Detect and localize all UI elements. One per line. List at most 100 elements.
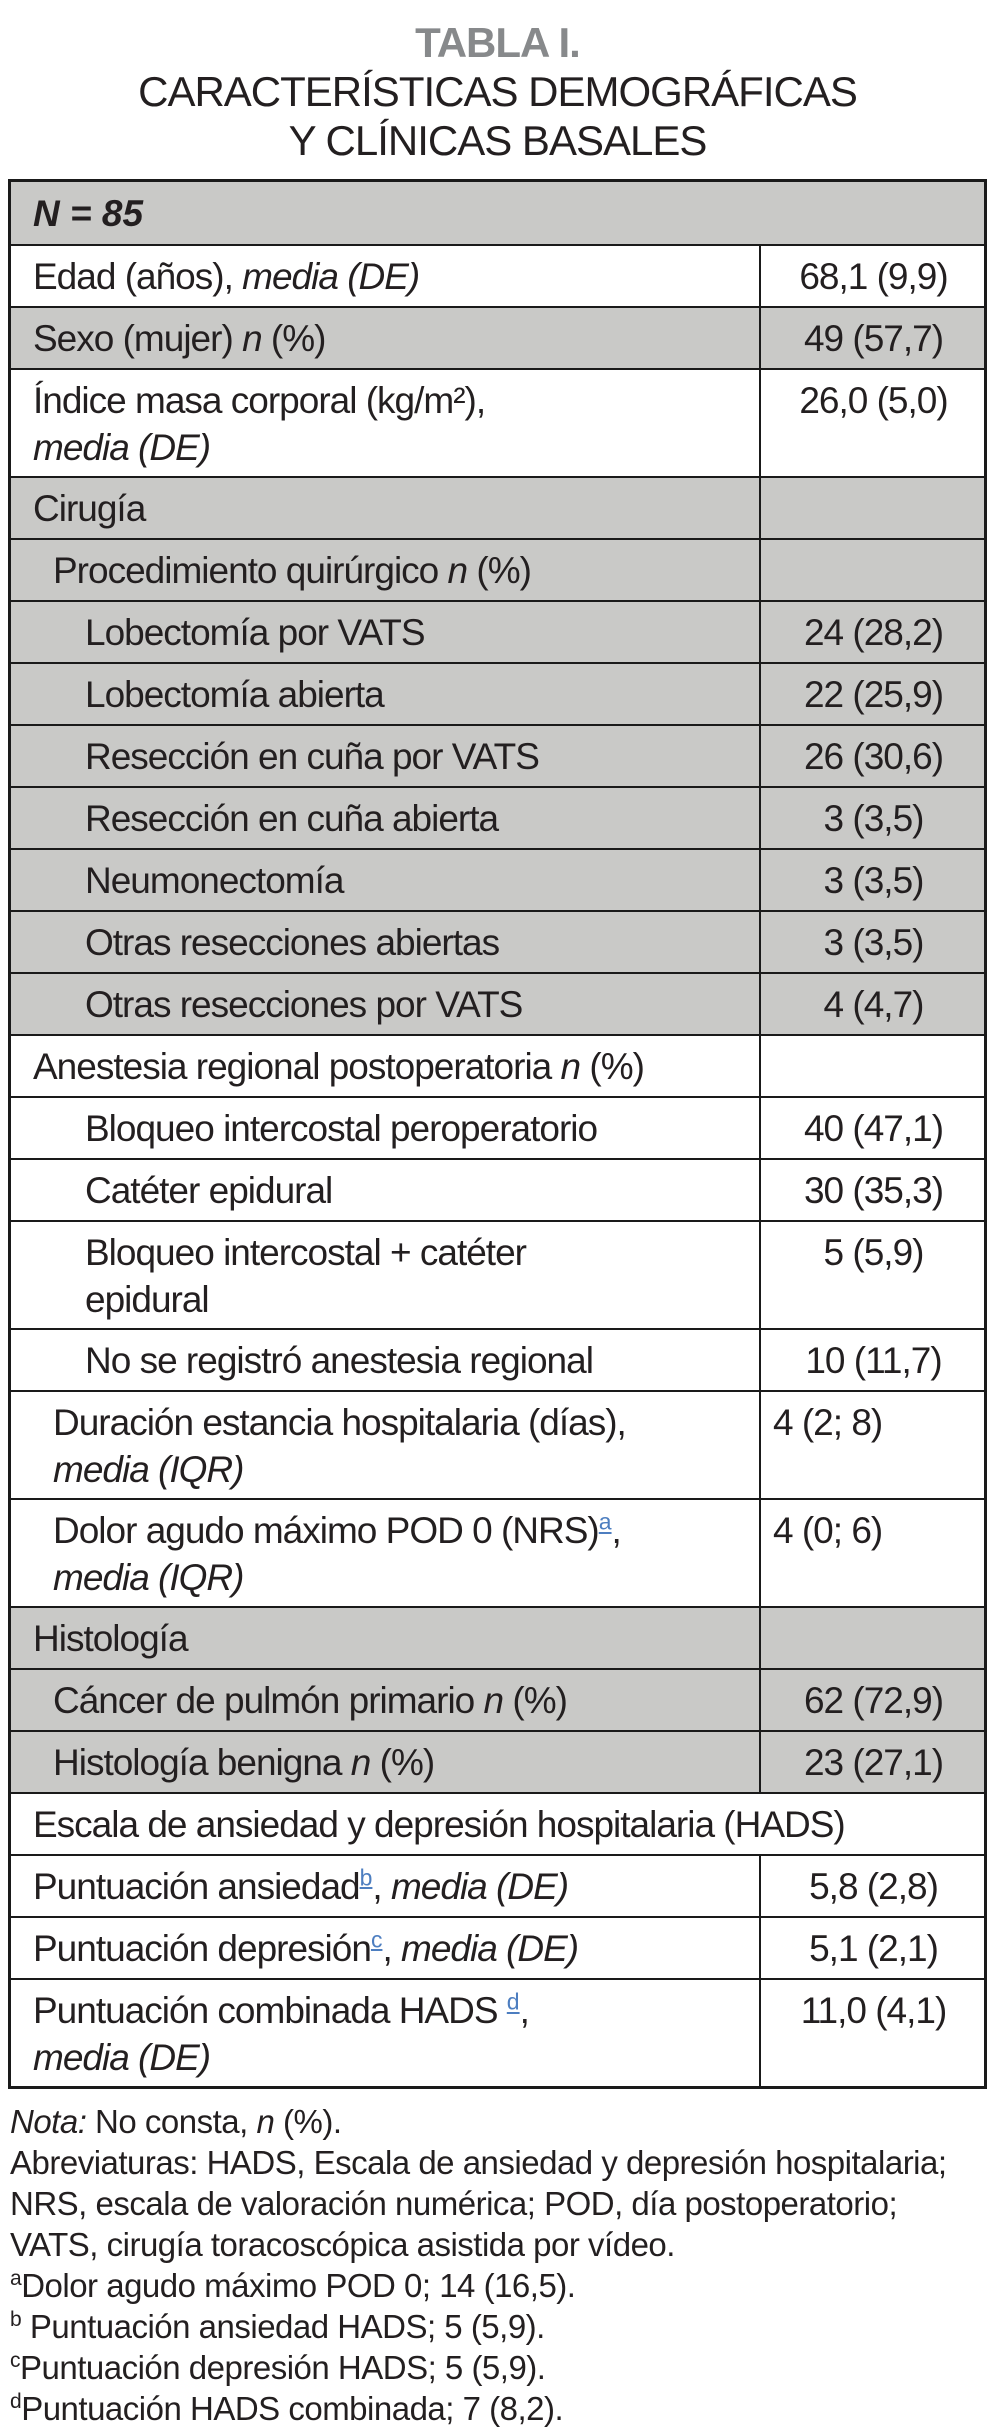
row-label: Resección en cuña abierta [11,788,759,848]
row-histologia: Histología [11,1606,984,1668]
row-edad: Edad (años), media (DE) 68,1 (9,9) [11,244,984,306]
row-label: Dolor agudo máximo POD 0 (NRS)a, media (I… [11,1500,759,1606]
row-n-total: N = 85 [11,182,984,244]
row-bloqueo-intercostal: Bloqueo intercostal peroperatorio 40 (47,… [11,1096,984,1158]
row-label-text: Lobectomía abierta [85,671,385,718]
table-title-text-line1: CARACTERÍSTICAS DEMOGRÁFICAS [138,68,858,115]
label-italic-segment: media (IQR) [53,1449,244,1490]
row-value [759,1608,984,1668]
row-value: 5,1 (2,1) [759,1918,984,1978]
footnote-ref-a-link[interactable]: a [598,1508,612,1535]
row-label-text: Puntuación ansiedadb, media (DE) [33,1863,569,1910]
label-text-segment: Duración estancia hospitalaria (días), [53,1402,627,1443]
label-text-segment: No se registró anestesia regional [85,1339,594,1381]
label-italic-segment: n [447,549,469,591]
footnote-text-segment: (%). [274,2103,342,2140]
label-text-segment: Lobectomía por VATS [85,611,426,653]
row-label-text: Lobectomía por VATS [85,609,426,656]
row-value: 24 (28,2) [759,602,984,662]
row-label: N = 85 [11,182,984,244]
row-value-text: 68,1 (9,9) [799,255,948,297]
row-value: 49 (57,7) [759,308,984,368]
label-italic-segment: media (DE) [33,2037,211,2078]
label-text-segment: , [519,1990,530,2031]
row-value: 5 (5,9) [759,1222,984,1328]
row-value: 26 (30,6) [759,726,984,786]
row-label-text: Dolor agudo máximo POD 0 (NRS)a, media (I… [53,1507,622,1601]
row-value: 26,0 (5,0) [759,370,984,476]
row-label-text: N = 85 [33,190,143,237]
label-text-segment: Puntuación ansiedad [33,1865,361,1907]
row-label-text: No se registró anestesia regional [85,1337,594,1384]
row-label: Otras resecciones abiertas [11,912,759,972]
row-value-text: 4 (4,7) [823,983,925,1025]
row-value-text: 5,1 (2,1) [809,1927,939,1969]
row-value: 22 (25,9) [759,664,984,724]
row-value-text: 40 (47,1) [803,1107,944,1149]
footnote-line: Nota: No consta, n (%). [10,2101,965,2142]
label-text-segment: Cirugía [33,487,146,529]
row-label: Puntuación combinada HADS d, media (DE) [11,1980,759,2086]
footnote-d: dPuntuación HADS combinada; 7 (8,2). [10,2388,965,2429]
row-value: 4 (2; 8) [759,1392,984,1498]
row-label: Duración estancia hospitalaria (días), me… [11,1392,759,1498]
row-cancer-pulmon: Cáncer de pulmón primario n (%) 62 (72,9) [11,1668,984,1730]
row-value-text: 49 (57,7) [803,317,944,359]
label-text-segment: Bloqueo intercostal peroperatorio [85,1107,598,1149]
row-label: Anestesia regional postoperatoria n (%) [11,1036,759,1096]
footnote-a: aDolor agudo máximo POD 0; 14 (16,5). [10,2265,965,2306]
row-value-text: 5 (5,9) [823,1232,925,1273]
footnote-text-segment: No consta, [86,2103,257,2140]
footnote-b: b Puntuación ansiedad HADS; 5 (5,9). [10,2306,965,2347]
footnote-marker-b: b [10,2308,22,2331]
label-text-segment: Índice masa corporal (kg/m²), [33,380,486,421]
label-italic-segment: media (DE) [242,255,420,297]
label-text-segment: Resección en cuña por VATS [85,735,540,777]
row-label-text: Índice masa corporal (kg/m²), media (DE) [33,377,486,471]
row-label-text: Cirugía [33,485,146,532]
row-label-text: Escala de ansiedad y depresión hospitala… [33,1801,846,1848]
row-value: 10 (11,7) [759,1330,984,1390]
row-value: 68,1 (9,9) [759,246,984,306]
label-text-segment: Bloqueo intercostal + catéter [85,1232,527,1273]
row-label-text: Anestesia regional postoperatoria n (%) [33,1043,645,1090]
row-label: No se registró anestesia regional [11,1330,759,1390]
row-label: Histología benigna n (%) [11,1732,759,1792]
row-label: Bloqueo intercostal + catéter epidural [11,1222,759,1328]
row-duracion-estancia: Duración estancia hospitalaria (días), me… [11,1390,984,1498]
row-value: 3 (3,5) [759,850,984,910]
row-value: 62 (72,9) [759,1670,984,1730]
label-italic-segment: n [242,317,263,359]
row-label-text: Otras resecciones abiertas [85,919,500,966]
label-text-segment: Histología [33,1617,189,1659]
label-text-segment: (%) [467,549,532,591]
label-italic-segment: media (DE) [390,1865,569,1907]
footnote-c: cPuntuación depresión HADS; 5 (5,9). [10,2347,965,2388]
row-label-text: Histología [33,1615,189,1662]
label-text-segment: epidural [85,1279,210,1320]
footnote-ref-c-link[interactable]: c [370,1926,383,1953]
row-label: Lobectomía por VATS [11,602,759,662]
row-reseccion-cuna-abierta: Resección en cuña abierta 3 (3,5) [11,786,984,848]
row-label-text: Sexo (mujer) n (%) [33,315,327,362]
label-text-segment: (%) [261,317,327,359]
row-value [759,1036,984,1096]
row-label-text: Duración estancia hospitalaria (días), me… [53,1399,627,1493]
row-otras-resecciones-vats: Otras resecciones por VATS 4 (4,7) [11,972,984,1034]
table-title-number: TABLA I. [415,19,581,66]
label-text-segment: (%) [370,1741,436,1783]
row-label: Sexo (mujer) n (%) [11,308,759,368]
label-text-segment: Dolor agudo máximo POD 0 (NRS) [53,1510,600,1551]
footnote-ref-d-link[interactable]: d [506,1988,520,2015]
row-value-text: 3 (3,5) [823,797,925,839]
demographics-table: N = 85 Edad (años), media (DE) 68,1 (9,9) S… [8,179,987,2089]
row-label: Bloqueo intercostal peroperatorio [11,1098,759,1158]
row-label-text: Bloqueo intercostal + catéter epidural [85,1229,527,1323]
footnote-text-segment: n [256,2103,275,2140]
footnote-ref-b-link[interactable]: b [359,1864,373,1891]
label-italic-segment: n [560,1045,582,1087]
footnote-text-segment: Puntuación ansiedad HADS; 5 (5,9). [21,2308,545,2345]
row-label: Índice masa corporal (kg/m²), media (DE) [11,370,759,476]
row-label-text: Resección en cuña abierta [85,795,499,842]
row-label: Cirugía [11,478,759,538]
